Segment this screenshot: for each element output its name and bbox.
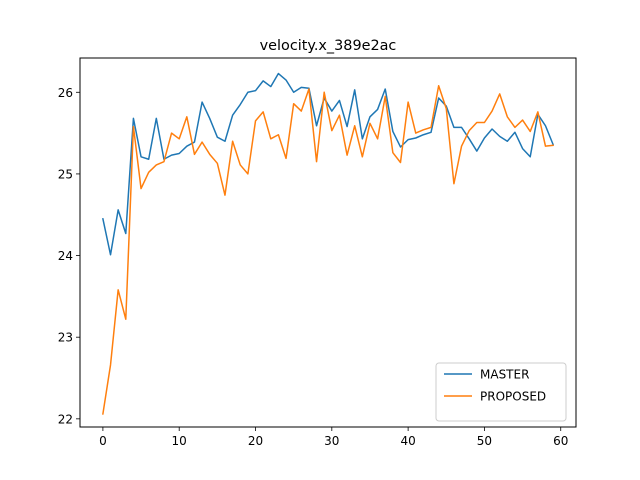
series-layer [102,72,555,415]
series-line-master [102,72,555,256]
x-tick-label: 10 [172,434,187,448]
y-tick-label: 22 [58,412,73,426]
y-axis: 22 23 24 25 26 [58,86,80,426]
y-tick-label: 23 [58,331,73,345]
series-line-proposed [102,85,554,415]
x-tick-label: 30 [324,434,339,448]
legend: MASTER PROPOSED [435,362,567,422]
y-tick-label: 24 [58,249,73,263]
chart-title: velocity.x_389e2ac [260,38,397,54]
x-tick-label: 0 [99,434,107,448]
x-axis: 0 10 20 30 40 50 60 [99,427,568,448]
legend-box [435,362,567,422]
y-tick-label: 26 [58,86,73,100]
x-tick-label: 60 [553,434,568,448]
x-tick-label: 40 [400,434,415,448]
legend-label-master: MASTER [480,368,529,382]
y-tick-label: 25 [58,167,73,181]
plot-frame [79,57,577,428]
legend-label-proposed: PROPOSED [480,390,546,404]
x-tick-label: 50 [477,434,492,448]
x-tick-label: 20 [248,434,263,448]
